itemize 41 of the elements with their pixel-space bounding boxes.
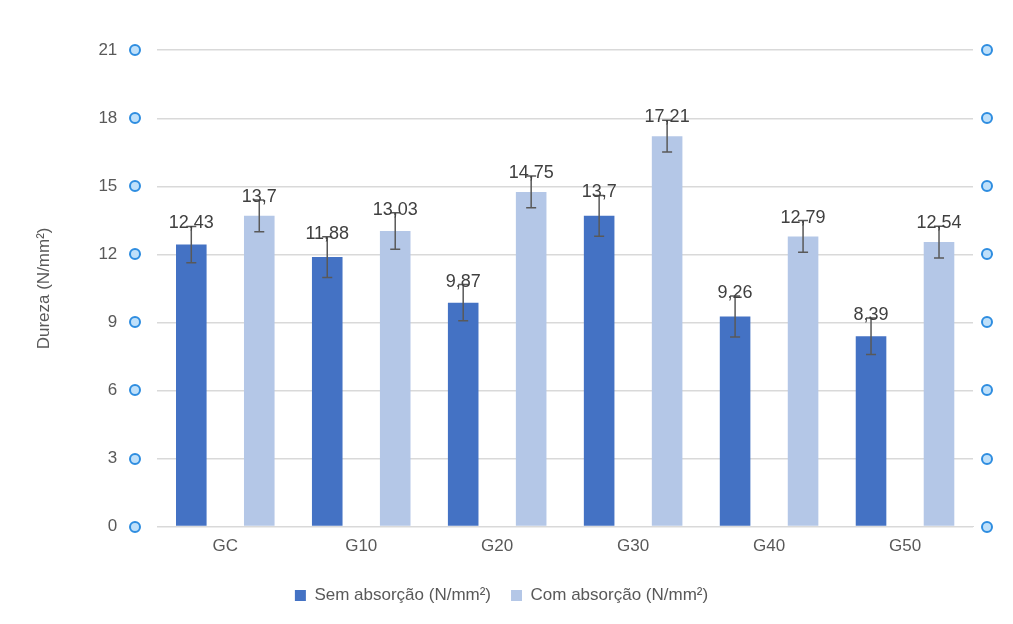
x-tick-label: G40 — [753, 536, 786, 556]
data-label: 13,7 — [241, 185, 277, 206]
y-tick-label: 12 — [98, 244, 118, 264]
y-tick-label: 9 — [107, 312, 118, 332]
bar — [923, 242, 955, 526]
data-label: 17,21 — [644, 106, 690, 127]
y-tick-label: 15 — [98, 176, 118, 195]
x-tick-label: GC — [212, 536, 239, 556]
y-tick-label: 18 — [98, 107, 118, 127]
bar — [787, 236, 819, 526]
bar — [379, 231, 411, 526]
y-tick-label: 0 — [107, 516, 118, 536]
data-label: 9,87 — [445, 270, 481, 291]
data-label: 14,75 — [508, 162, 554, 183]
data-label: 12,43 — [168, 212, 214, 233]
y-axis-title: Dureza (N/mm²) — [33, 227, 53, 350]
legend-label: Com absorção (N/mm²) — [530, 585, 709, 605]
y-tick-label: 3 — [107, 448, 118, 468]
bar — [447, 302, 479, 526]
y-tick-label: 6 — [107, 380, 118, 400]
x-tick-label: G20 — [481, 536, 514, 556]
data-label: 8,39 — [853, 304, 889, 325]
bar — [243, 215, 275, 526]
legend-label: Sem absorção (N/mm²) — [314, 585, 492, 605]
data-label: 12,79 — [780, 206, 826, 227]
x-tick-label: G10 — [345, 536, 378, 556]
x-tick-label: G50 — [888, 536, 922, 556]
bar — [311, 257, 343, 526]
data-label: 9,26 — [717, 282, 753, 303]
y-tick-label: 21 — [98, 39, 118, 59]
data-label: 13,7 — [581, 181, 617, 202]
bar — [855, 336, 887, 526]
x-tick-label: G30 — [617, 536, 650, 556]
bar — [719, 316, 751, 526]
data-label: 12,54 — [916, 212, 962, 233]
data-label: 13,03 — [372, 198, 418, 219]
bar — [176, 244, 207, 526]
bar — [651, 136, 683, 526]
bar — [515, 191, 547, 526]
data-label: 11,88 — [305, 222, 350, 243]
bar — [583, 215, 615, 526]
